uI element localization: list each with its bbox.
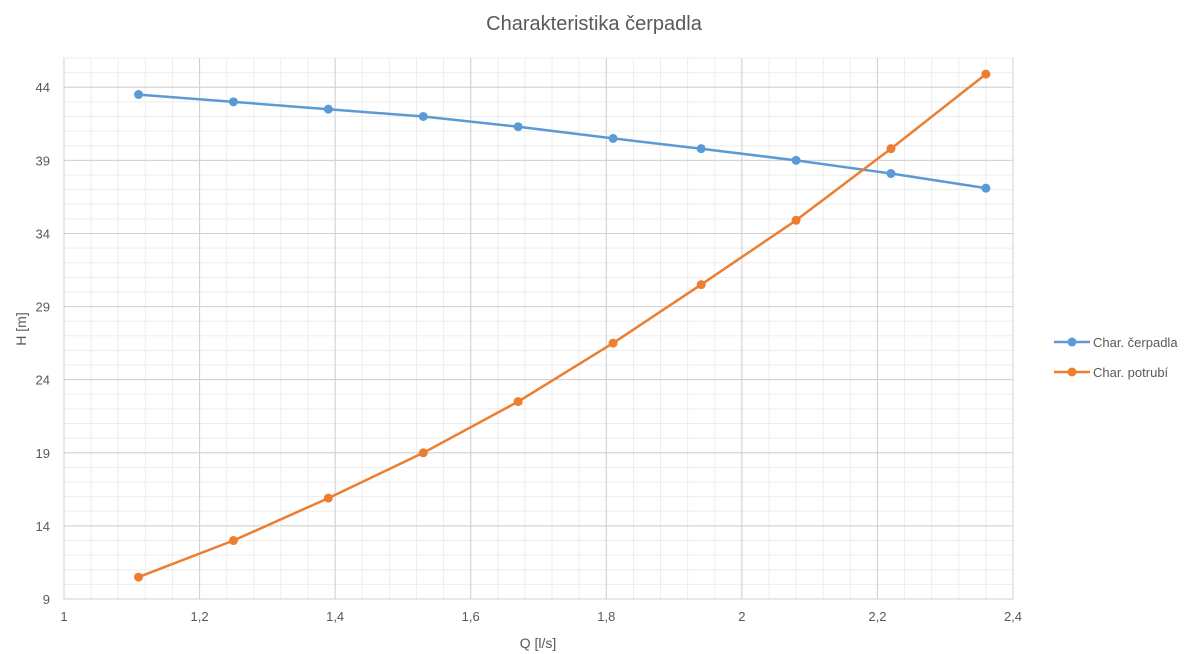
- data-point-series-0: [608, 133, 618, 143]
- data-point-series-0: [981, 183, 991, 193]
- y-tick-label: 9: [43, 592, 50, 607]
- data-point-series-1: [981, 69, 991, 79]
- data-point-series-0: [513, 122, 523, 132]
- series-line-1: [137, 72, 988, 579]
- data-point-series-0: [791, 155, 801, 165]
- data-point-series-0: [886, 169, 896, 179]
- data-point-series-1: [696, 280, 706, 290]
- y-axis-title: H [m]: [13, 312, 29, 345]
- x-axis-tick-labels: 1 1,2 1,4 1,6 1,8 2 2,2 2,4: [60, 609, 1022, 624]
- x-tick-label: 1,2: [191, 609, 209, 624]
- y-tick-label: 14: [36, 519, 50, 534]
- legend-item-pump: Char. čerpadla: [1054, 335, 1178, 350]
- data-point-series-1: [323, 493, 333, 503]
- legend-marker-dot-pump: [1067, 337, 1077, 347]
- y-tick-label: 39: [36, 153, 50, 168]
- data-point-series-1: [608, 338, 618, 348]
- y-tick-label: 34: [36, 226, 50, 241]
- x-tick-label: 1: [60, 609, 67, 624]
- legend-marker-dot-pipe: [1067, 367, 1077, 377]
- series-line-0: [137, 93, 988, 190]
- plot-area: [63, 57, 1014, 600]
- y-tick-label: 44: [36, 80, 50, 95]
- y-tick-label: 24: [36, 373, 50, 388]
- legend-label-pipe: Char. potrubí: [1093, 365, 1169, 380]
- major-gridlines: [63, 58, 1014, 600]
- data-point-series-1: [791, 215, 801, 225]
- data-point-series-1: [513, 397, 523, 407]
- data-point-series-0: [228, 97, 238, 107]
- data-point-series-1: [418, 448, 428, 458]
- y-tick-label: 29: [36, 300, 50, 315]
- x-tick-label: 2,4: [1004, 609, 1022, 624]
- x-axis-title: Q [l/s]: [520, 635, 557, 651]
- x-tick-label: 1,8: [597, 609, 615, 624]
- data-point-series-0: [696, 144, 706, 154]
- data-point-series-0: [323, 104, 333, 114]
- x-tick-label: 2,2: [868, 609, 886, 624]
- data-point-series-0: [418, 111, 428, 121]
- legend: Char. čerpadla Char. potrubí: [1054, 335, 1178, 380]
- chart-title: Charakteristika čerpadla: [486, 13, 703, 35]
- y-tick-label: 19: [36, 446, 50, 461]
- data-point-series-1: [134, 572, 144, 582]
- data-point-series-0: [134, 90, 144, 100]
- x-tick-label: 1,4: [326, 609, 344, 624]
- legend-label-pump: Char. čerpadla: [1093, 335, 1178, 350]
- x-tick-label: 1,6: [462, 609, 480, 624]
- y-axis-tick-labels: 9 14 19 24 29 34 39 44: [36, 80, 50, 607]
- x-tick-label: 2: [738, 609, 745, 624]
- data-point-series-1: [228, 536, 238, 546]
- series-layer: [134, 69, 991, 582]
- legend-item-pipe: Char. potrubí: [1054, 365, 1169, 380]
- data-point-series-1: [886, 144, 896, 154]
